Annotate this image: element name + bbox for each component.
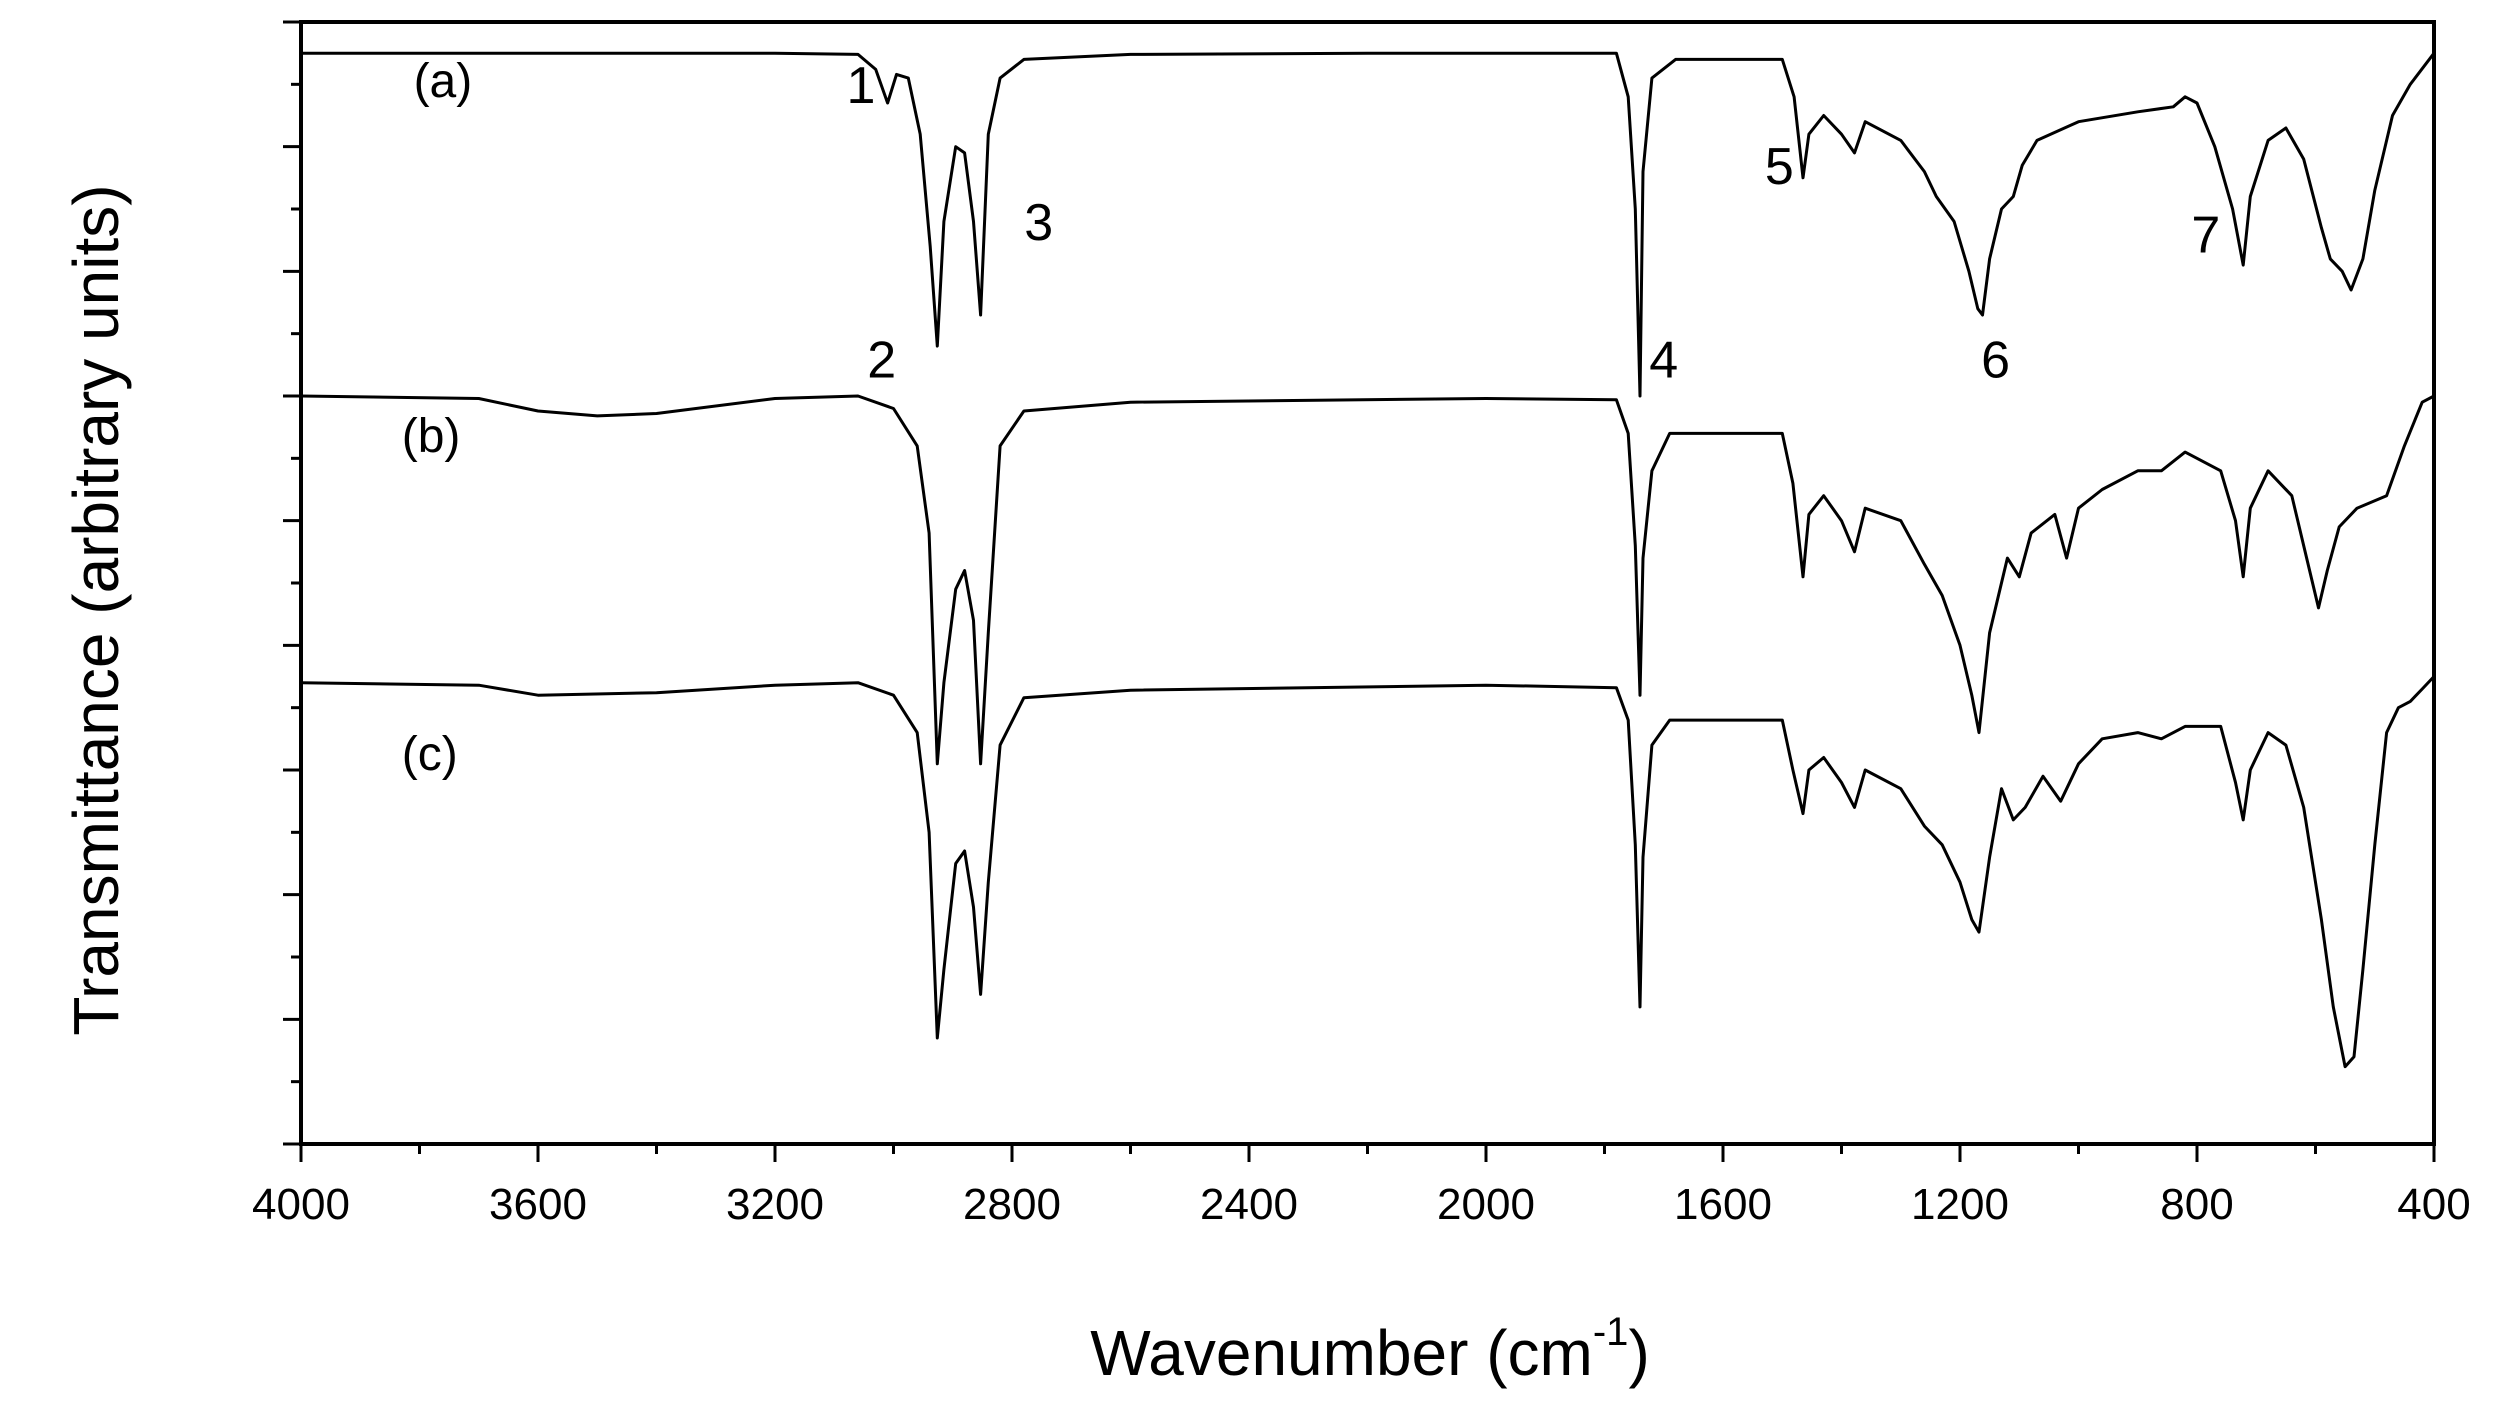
peak-label: 1 [846, 57, 875, 115]
plot-frame [299, 20, 2436, 1146]
peak-labels: 1 2 3 4 5 6 7 [846, 57, 2220, 389]
peak-label: 7 [2191, 207, 2220, 265]
peak-label: 6 [1981, 331, 2010, 389]
y-axis-title: Transmittance (arbitrary units) [60, 184, 132, 1035]
x-tick-label: 3200 [726, 1180, 824, 1229]
x-axis-title-main: Wavenumber (cm [1090, 1317, 1593, 1389]
axis-ticks [283, 20, 2436, 1162]
x-axis-title: Wavenumber (cm-1) [1090, 1310, 1650, 1389]
peak-label: 2 [867, 331, 896, 389]
x-tick-labels: 4000 3600 3200 2800 2400 2000 1600 1200 800 400 [252, 1180, 2471, 1229]
x-tick-label: 1200 [1911, 1180, 2009, 1229]
spectra-curves [300, 51, 2436, 1069]
x-tick-label: 1600 [1674, 1180, 1772, 1229]
peak-label: 3 [1024, 194, 1053, 252]
spectrum-line [300, 394, 2435, 766]
x-tick-label: 2000 [1437, 1180, 1535, 1229]
curve-label: (c) [402, 728, 458, 781]
curve-label: (a) [414, 55, 473, 108]
x-tick-label: 2800 [963, 1180, 1061, 1229]
spectrum-line [300, 675, 2436, 1069]
spectrum-line [301, 51, 2436, 398]
x-axis-title-close: ) [1628, 1317, 1649, 1389]
x-tick-label: 3600 [489, 1180, 587, 1229]
x-tick-label: 800 [2160, 1180, 2233, 1229]
curve-labels: (a) (b) (c) [402, 55, 473, 781]
x-tick-label: 400 [2397, 1180, 2470, 1229]
x-axis-title-sup: -1 [1593, 1310, 1629, 1354]
curve-label: (b) [402, 410, 461, 463]
peak-label: 5 [1765, 138, 1794, 196]
peak-label: 4 [1649, 331, 1678, 389]
x-tick-label: 4000 [252, 1180, 350, 1229]
x-tick-label: 2400 [1200, 1180, 1298, 1229]
